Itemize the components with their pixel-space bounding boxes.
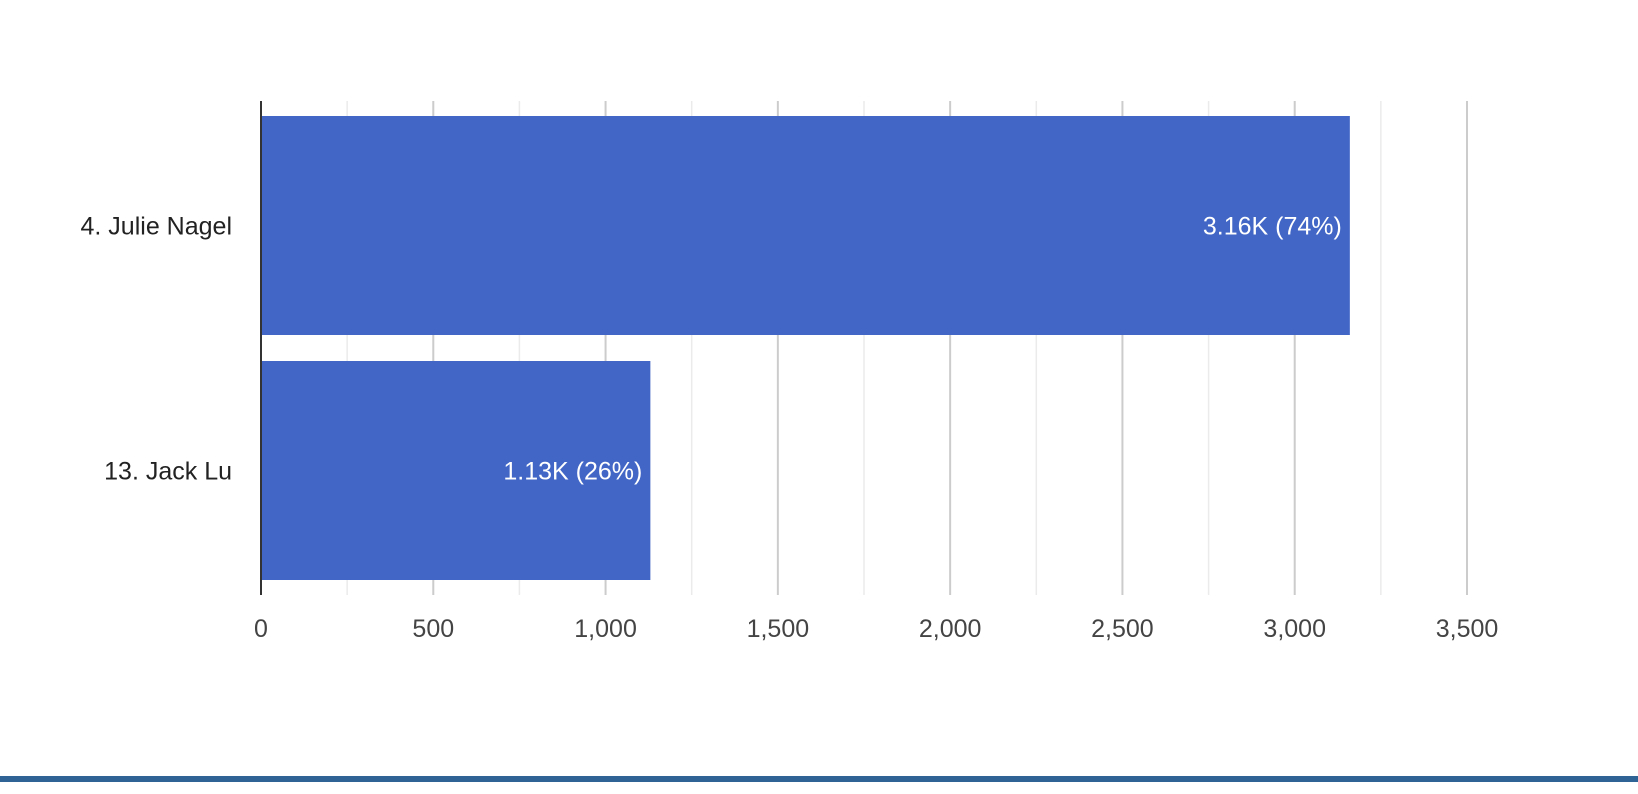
x-tick-label: 3,500 — [1436, 615, 1499, 643]
label-layer: 0 500 1,000 1,500 2,000 2,500 3,000 3,500 3.16K … — [81, 213, 1499, 644]
x-tick-label: 2,000 — [919, 615, 982, 643]
bar-value-label: 1.13K (26%) — [503, 458, 642, 486]
bar-value-label: 3.16K (74%) — [1203, 213, 1342, 241]
category-label: 4. Julie Nagel — [81, 213, 232, 241]
bar-layer — [261, 116, 1350, 580]
x-tick-label: 500 — [412, 615, 454, 643]
bar — [261, 361, 651, 580]
x-tick-label: 1,500 — [747, 615, 810, 643]
x-tick-label: 3,000 — [1263, 615, 1326, 643]
x-tick-label: 1,000 — [574, 615, 637, 643]
category-label: 13. Jack Lu — [104, 458, 232, 486]
x-tick-label: 2,500 — [1091, 615, 1154, 643]
x-tick-label: 0 — [254, 615, 268, 643]
bottom-divider — [0, 776, 1638, 782]
bar — [261, 116, 1350, 335]
